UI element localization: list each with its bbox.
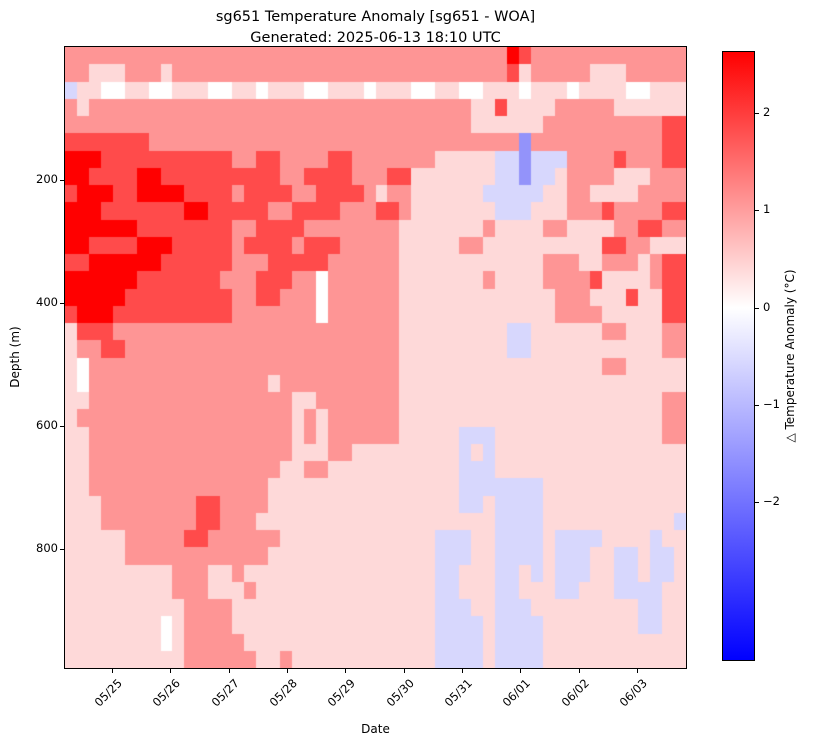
x-tick-mark xyxy=(228,669,230,673)
heatmap-canvas xyxy=(65,47,686,668)
y-tick-label: 600 xyxy=(36,417,58,432)
x-tick-mark xyxy=(462,669,463,673)
x-tick-label: 05/31 xyxy=(441,676,475,710)
x-tick-label: 05/25 xyxy=(91,676,125,710)
x-axis-label: Date xyxy=(361,722,390,736)
x-tick-label: 06/03 xyxy=(616,676,650,710)
x-tick-label: 05/29 xyxy=(324,676,359,710)
y-tick-label: 400 xyxy=(36,294,58,309)
y-axis-label: Depth (m) xyxy=(8,326,22,388)
colorbar-tick-mark xyxy=(755,112,759,114)
colorbar-tick-label: −1 xyxy=(763,397,780,411)
x-tick-mark xyxy=(287,669,288,673)
x-tick-label: 05/27 xyxy=(208,676,242,710)
x-tick-label: 05/30 xyxy=(383,676,417,710)
colorbar-tick-mark xyxy=(755,501,759,503)
colorbar-tick-label: 0 xyxy=(763,300,771,315)
y-tick-mark xyxy=(60,549,64,551)
colorbar-tick-label: 1 xyxy=(763,202,771,217)
colorbar-gradient xyxy=(723,52,754,660)
x-tick-mark xyxy=(112,669,113,673)
y-tick-mark xyxy=(60,179,64,181)
colorbar-tick-mark xyxy=(755,210,759,212)
colorbar-tick-mark xyxy=(755,405,759,406)
y-tick-label: 800 xyxy=(36,541,58,556)
x-tick-label: 05/28 xyxy=(266,676,300,710)
x-tick-label: 06/01 xyxy=(499,676,534,710)
chart-title: sg651 Temperature Anomaly [sg651 - WOA] … xyxy=(65,7,686,48)
colorbar-tick-label: 2 xyxy=(763,104,771,119)
chart-title-line2: Generated: 2025-06-13 18:10 UTC xyxy=(250,29,501,46)
x-tick-mark xyxy=(578,669,580,673)
y-tick-mark xyxy=(60,302,64,304)
y-tick-mark xyxy=(60,425,64,427)
colorbar-label: △ Temperature Anomaly (°C) xyxy=(783,269,797,443)
x-tick-label: 06/02 xyxy=(558,676,592,710)
x-tick-label: 05/26 xyxy=(149,676,184,710)
colorbar-tick-label: −2 xyxy=(763,493,780,508)
colorbar-tick-mark xyxy=(755,308,759,310)
x-tick-mark xyxy=(636,669,638,673)
chart-title-line1: sg651 Temperature Anomaly [sg651 - WOA] xyxy=(215,9,536,25)
x-tick-mark xyxy=(170,669,172,673)
y-tick-label: 200 xyxy=(36,171,58,186)
x-tick-mark xyxy=(345,669,347,673)
x-tick-mark xyxy=(403,669,405,673)
colorbar xyxy=(722,51,755,661)
plot-area xyxy=(64,46,687,669)
x-tick-mark xyxy=(520,669,522,673)
